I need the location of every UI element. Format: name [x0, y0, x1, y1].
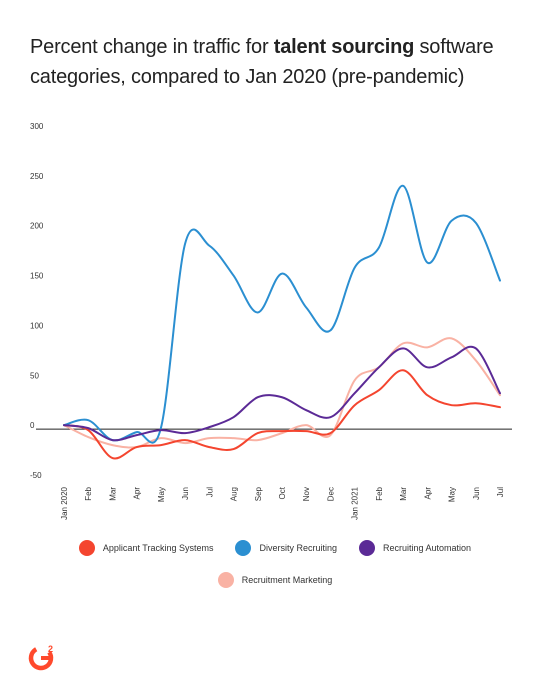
legend-swatch	[217, 572, 234, 588]
x-tick-label: Jul	[205, 487, 214, 497]
legend: Applicant Tracking Systems Diversity Rec…	[0, 540, 550, 604]
x-tick-label: Mar	[399, 487, 408, 501]
legend-swatch	[78, 540, 95, 556]
legend-swatch	[235, 540, 252, 556]
line-chart: 300 250 200 150 100 50 0 -50 Jan 2020 Feb Mar Apr Ma…	[30, 122, 512, 520]
x-tick-label: Jul	[496, 487, 505, 497]
legend-swatch	[359, 540, 375, 556]
legend-label: Recruitment Marketing	[241, 575, 333, 585]
legend-item-recruiting-automation: Recruiting Automation	[359, 540, 471, 556]
x-tick-label: Sep	[254, 486, 263, 501]
title-suffix: software categories, compared to Jan 202…	[30, 36, 494, 88]
series-line-applicant-tracking-systems	[63, 369, 501, 460]
legend-label: Applicant Tracking Systems	[102, 543, 214, 553]
y-tick-label: 150	[30, 272, 44, 281]
g2-logo-icon: 2	[28, 644, 54, 671]
series-line-recruiting-automation	[63, 345, 501, 442]
x-tick-label: May	[157, 487, 166, 502]
x-tick-label: Mar	[108, 487, 117, 501]
y-tick-label: 250	[30, 172, 44, 181]
x-tick-label: Dec	[326, 487, 335, 501]
svg-text:2: 2	[48, 644, 53, 654]
x-tick-label: May	[448, 487, 457, 502]
legend-item-diversity-recruiting: Diversity Recruiting	[235, 540, 337, 556]
x-tick-label: Jun	[472, 487, 481, 500]
x-tick-label: Oct	[278, 486, 287, 499]
x-tick-label: Aug	[230, 487, 239, 501]
chart-title: Percent change in traffic for talent sou…	[30, 32, 530, 92]
x-tick-label: Jan 2020	[60, 486, 69, 519]
x-tick-label: Feb	[375, 486, 384, 500]
y-tick-label: 100	[30, 321, 44, 330]
x-tick-label: Apr	[133, 487, 142, 500]
x-tick-label: Nov	[302, 487, 311, 501]
x-tick-label: Jun	[181, 487, 190, 500]
y-tick-label: 300	[30, 122, 44, 131]
x-tick-label: Jan 2021	[351, 486, 360, 519]
legend-item-applicant-tracking: Applicant Tracking Systems	[78, 540, 214, 556]
title-bold: talent sourcing	[273, 36, 415, 58]
title-prefix: Percent change in traffic for	[30, 36, 274, 58]
y-tick-label: 50	[30, 371, 39, 380]
x-tick-label: Feb	[84, 486, 93, 500]
y-tick-label: 0	[30, 421, 35, 430]
y-tick-label: -50	[30, 471, 42, 480]
series-line-diversity-recruiting	[63, 184, 501, 444]
x-tick-label: Apr	[423, 487, 432, 500]
legend-label: Recruiting Automation	[383, 543, 472, 553]
legend-label: Diversity Recruiting	[259, 543, 337, 553]
legend-item-recruitment-marketing: Recruitment Marketing	[217, 572, 333, 588]
y-tick-label: 200	[30, 222, 44, 231]
